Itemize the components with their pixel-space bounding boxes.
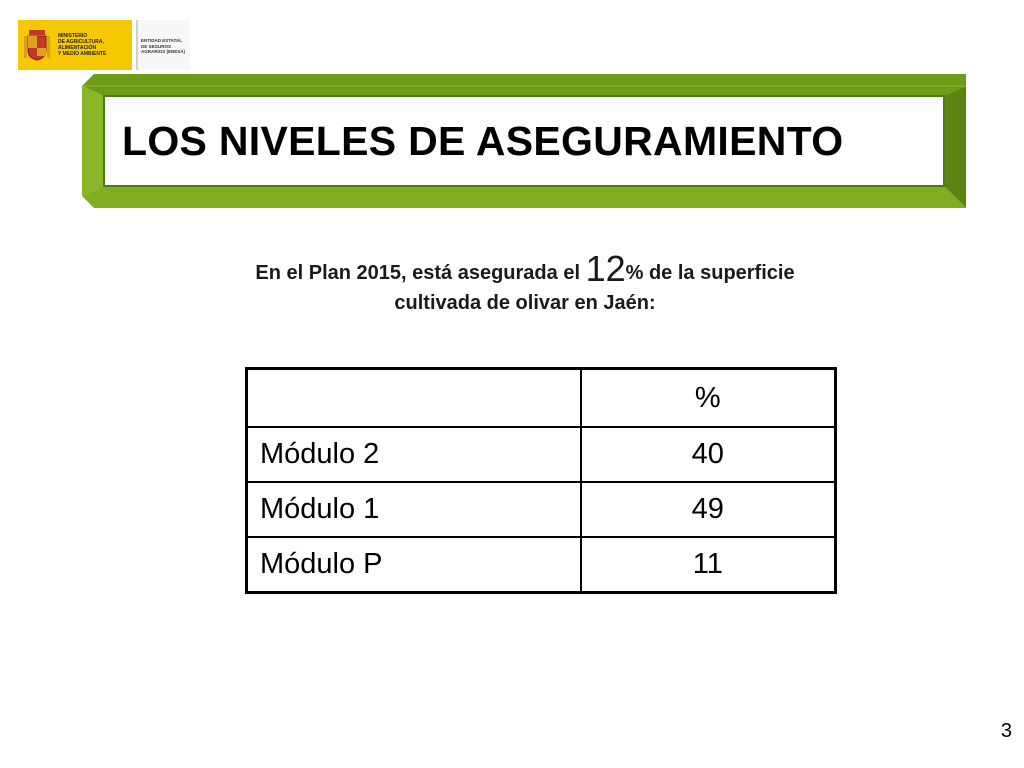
subtitle: En el Plan 2015, está asegurada el 12% d…	[150, 251, 900, 318]
table-cell-value: 40	[579, 426, 837, 483]
ministry-logo: MINISTERIO DE AGRICULTURA, ALIMENTACIÓN …	[18, 20, 190, 70]
page-title: LOS NIVELES DE ASEGURAMIENTO	[122, 117, 844, 164]
table-cell-label: Módulo P	[245, 536, 582, 594]
enesa-line-3: AGRARIOS (ENESA)	[141, 49, 186, 54]
table-header-cell	[245, 367, 582, 428]
coat-of-arms-icon	[22, 27, 52, 63]
table-cell-value: 49	[579, 481, 837, 538]
table-header-row: %	[245, 367, 837, 428]
table-cell-label: Módulo 2	[245, 426, 582, 483]
ministry-line-3: Y MEDIO AMBIENTE	[58, 51, 107, 57]
subtitle-after: % de la superficie	[625, 262, 795, 284]
subtitle-before: En el Plan 2015, está asegurada el	[255, 262, 586, 284]
ministry-name: MINISTERIO DE AGRICULTURA, ALIMENTACIÓN …	[58, 33, 130, 57]
ministry-line-1: MINISTERIO	[58, 33, 88, 39]
data-table: % Módulo 2 40 Módulo 1 49 Módulo P 11	[245, 367, 837, 594]
enesa-line-1: ENTIDAD ESTATAL	[141, 38, 182, 43]
table-row: Módulo 1 49	[245, 481, 837, 538]
table-row: Módulo 2 40	[245, 426, 837, 483]
banner-frame	[82, 74, 966, 208]
table-header-cell: %	[579, 367, 837, 428]
subtitle-line-2: cultivada de olivar en Jaén:	[394, 292, 656, 314]
ministry-logo-block: MINISTERIO DE AGRICULTURA, ALIMENTACIÓN …	[18, 20, 132, 70]
page-number: 3	[1000, 720, 1012, 742]
table-row: Módulo P 11	[245, 536, 837, 594]
enesa-logo-block: ENTIDAD ESTATAL DE SEGUROS AGRARIOS (ENE…	[136, 20, 190, 70]
enesa-name: ENTIDAD ESTATAL DE SEGUROS AGRARIOS (ENE…	[141, 38, 190, 55]
title-banner: LOS NIVELES DE ASEGURAMIENTO	[82, 74, 966, 208]
subtitle-number: 12	[585, 248, 626, 289]
table-cell-label: Módulo 1	[245, 481, 582, 538]
table-cell-value: 11	[579, 536, 837, 594]
enesa-line-2: DE SEGUROS	[141, 43, 172, 49]
subtitle-line-1: En el Plan 2015, está asegurada el 12% d…	[150, 251, 900, 288]
ministry-line-2: DE AGRICULTURA, ALIMENTACIÓN	[58, 39, 104, 51]
